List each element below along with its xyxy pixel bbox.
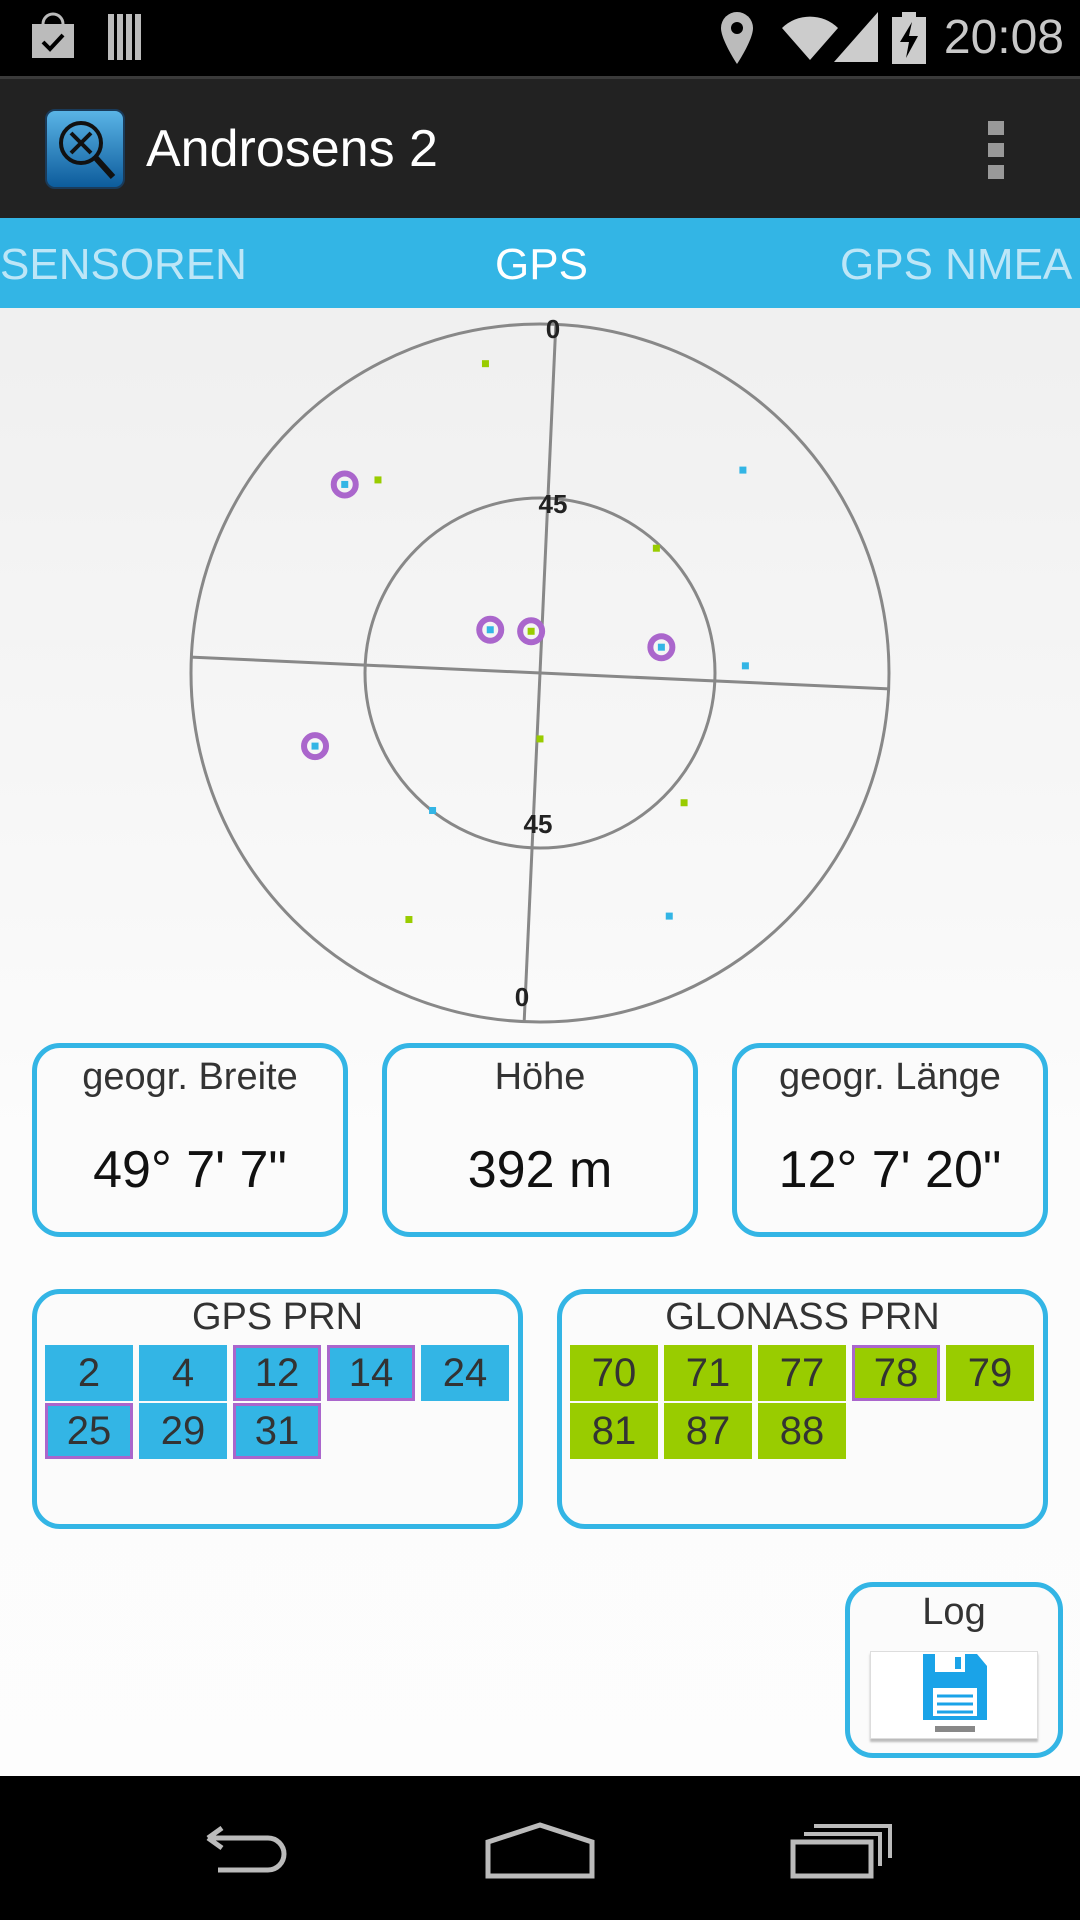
app-title: Androsens 2 [146,120,438,178]
gps-prn-cell: 31 [233,1403,321,1459]
used-satellite-ring [301,732,330,761]
glonass-prn-cell: 71 [664,1345,752,1401]
gps-prn-cell: 24 [421,1345,509,1401]
status-bar: 20:08 [0,0,1080,76]
latitude-label: geogr. Breite [82,1056,298,1098]
glonass-prn-title: GLONASS PRN [665,1296,940,1338]
gps-satellite-point [739,466,747,474]
gps-prn-cell: 14 [327,1345,415,1401]
navigation-bar [0,1776,1080,1920]
location-pin-icon [721,12,753,64]
gps-prn-cell: 2 [45,1345,133,1401]
wifi-icon [782,16,838,60]
used-satellite-ring [647,633,676,662]
glonass-satellite-point [652,544,660,552]
gps-satellite-point [665,912,673,920]
tab-sensoren[interactable]: SENSOREN [0,240,247,289]
ring-label-inner-bottom: 45 [524,809,553,839]
back-icon[interactable] [188,1826,292,1878]
glonass-prn-cell: 79 [946,1345,1034,1401]
latitude-value: 49° 7' 7" [93,1141,287,1199]
gps-prn-cell: 25 [45,1403,133,1459]
longitude-card: geogr. Länge 12° 7' 20" [732,1043,1048,1237]
glonass-satellite-point [481,360,489,368]
gps-satellite-point [429,807,437,815]
overflow-menu-icon[interactable] [988,121,1004,181]
gps-prn-panel: GPS PRN 2 4 12 14 24 25 29 31 [32,1289,523,1529]
signal-icon [834,12,878,62]
gps-satellite-point [486,626,494,634]
glonass-prn-cell: 87 [664,1403,752,1459]
ring-label-outer-top: 0 [546,314,560,344]
horizon-ring [189,322,891,1024]
gps-satellite-point [341,480,349,488]
satellite-sky-plot: 0 45 45 0 [189,314,891,1024]
gps-prn-cell: 4 [139,1345,227,1401]
east-west-axis [191,655,889,691]
altitude-value: 392 m [467,1141,613,1199]
ring-label-inner-top: 45 [539,489,568,519]
tab-bar: SENSOREN GPS GPS NMEA [0,218,1080,308]
barcode-icon [108,14,141,60]
used-satellite-ring [330,470,359,499]
log-panel: Log [845,1582,1063,1758]
glonass-prn-cell: 70 [570,1345,658,1401]
used-satellite-ring [517,617,546,646]
home-icon[interactable] [484,1822,596,1880]
glonass-satellite-point [527,627,535,635]
sky-grid: 0 45 45 0 [189,314,891,1024]
gps-satellite-point [741,662,749,670]
glonass-prn-cell: 78 [852,1345,940,1401]
glonass-satellite-point [680,799,688,807]
latitude-card: geogr. Breite 49° 7' 7" [32,1043,348,1237]
gps-satellite-point [311,742,319,750]
longitude-label: geogr. Länge [779,1056,1001,1098]
app-icon[interactable] [45,109,125,189]
ring-label-outer-bottom: 0 [515,982,529,1012]
log-save-button[interactable] [870,1651,1038,1739]
tab-gps-nmea[interactable]: GPS NMEA [840,240,1073,289]
action-bar: Androsens 2 [0,76,1080,218]
altitude-label: Höhe [494,1056,586,1098]
battery-charging-icon [892,12,926,64]
recent-apps-icon[interactable] [790,1822,894,1880]
used-satellite-ring [476,615,505,644]
gps-prn-cell: 12 [233,1345,321,1401]
glonass-prn-cell: 77 [758,1345,846,1401]
glonass-satellite-point [374,476,382,484]
glonass-prn-panel: GLONASS PRN 70 71 77 78 79 81 87 88 [557,1289,1048,1529]
shopping-bag-check-icon [32,12,74,58]
gps-satellite-point [657,643,665,651]
floppy-disk-save-icon [923,1654,987,1732]
clock: 20:08 [943,11,1064,64]
longitude-value: 12° 7' 20" [778,1141,1002,1199]
log-label: Log [922,1591,986,1633]
elevation-45-ring [363,496,717,850]
gps-prn-cell: 29 [139,1403,227,1459]
glonass-prn-cell: 81 [570,1403,658,1459]
glonass-prn-cell: 88 [758,1403,846,1459]
glonass-satellite-point [536,735,544,743]
gps-prn-title: GPS PRN [191,1296,364,1338]
altitude-card: Höhe 392 m [382,1043,698,1237]
glonass-satellite-point [405,916,413,924]
tab-gps[interactable]: GPS [495,240,588,289]
